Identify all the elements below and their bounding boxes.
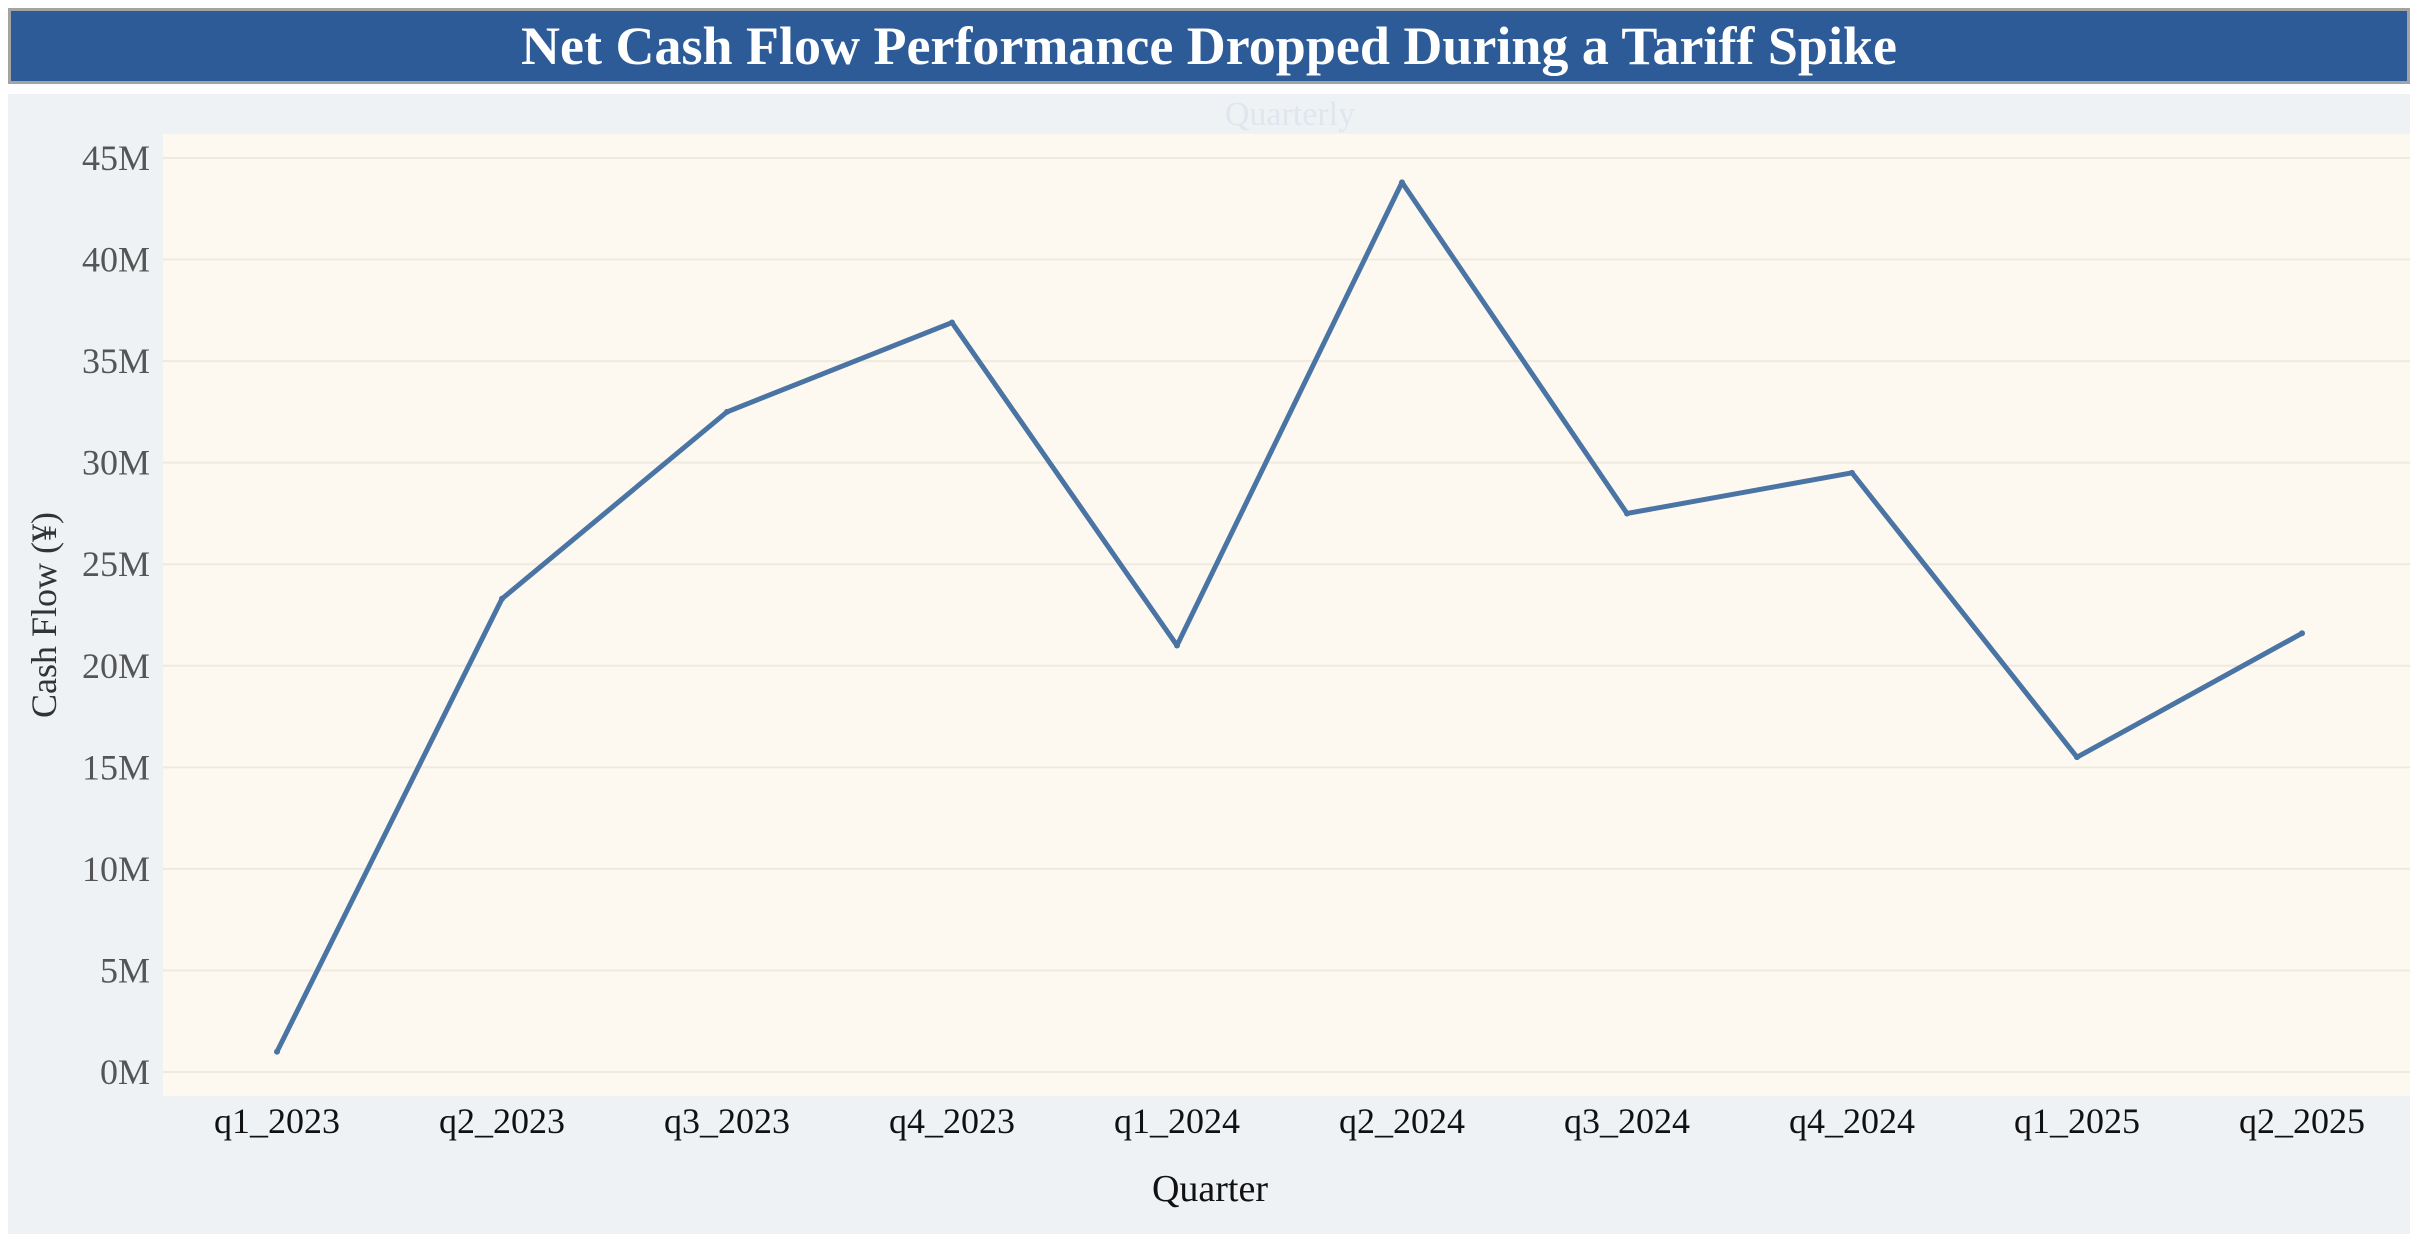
data-point <box>1174 642 1180 649</box>
data-point <box>2074 754 2080 761</box>
x-tick-label: q4_2024 <box>1789 1101 1915 1141</box>
data-point <box>2299 630 2305 637</box>
data-point <box>1624 510 1630 517</box>
data-point <box>949 319 955 326</box>
chart-title-bar: Net Cash Flow Performance Dropped During… <box>8 8 2410 84</box>
x-tick-label: q2_2025 <box>2239 1101 2365 1141</box>
series-line <box>274 179 2305 1055</box>
data-point <box>1849 469 1855 476</box>
y-tick-label: 5M <box>100 950 150 990</box>
chart-subtitle: Quarterly <box>1225 96 1355 133</box>
x-tick-label: q2_2024 <box>1339 1101 1465 1141</box>
x-tick-label: q4_2023 <box>889 1101 1015 1141</box>
data-point <box>274 1048 280 1055</box>
chart-frame-left <box>8 94 163 1234</box>
x-tick-label: q2_2023 <box>439 1101 565 1141</box>
y-tick-label: 35M <box>82 341 150 381</box>
data-point <box>724 408 730 415</box>
x-tick-label: q1_2023 <box>214 1101 340 1141</box>
x-axis-label: Quarter <box>1152 1168 1268 1210</box>
y-axis-label: Cash Flow (¥) <box>24 512 64 718</box>
y-tick-label: 15M <box>82 747 150 787</box>
y-tick-label: 10M <box>82 849 150 889</box>
x-tick-label: q3_2023 <box>664 1101 790 1141</box>
y-tick-label: 40M <box>82 240 150 280</box>
x-tick-label: q1_2025 <box>2014 1101 2140 1141</box>
y-tick-label: 30M <box>82 443 150 483</box>
x-tick-label: q1_2024 <box>1114 1101 1240 1141</box>
chart-frame-bottom <box>163 1096 2410 1234</box>
data-point <box>499 595 505 602</box>
y-tick-label: 25M <box>82 544 150 584</box>
y-tick-label: 45M <box>82 138 150 178</box>
data-point <box>1399 179 1405 186</box>
x-tick-label: q3_2024 <box>1564 1101 1690 1141</box>
y-tick-label: 0M <box>100 1052 150 1092</box>
plot-area <box>163 134 2410 1096</box>
chart-frame-top <box>163 94 2410 134</box>
chart-title: Net Cash Flow Performance Dropped During… <box>521 16 1897 76</box>
y-tick-label: 20M <box>82 646 150 686</box>
